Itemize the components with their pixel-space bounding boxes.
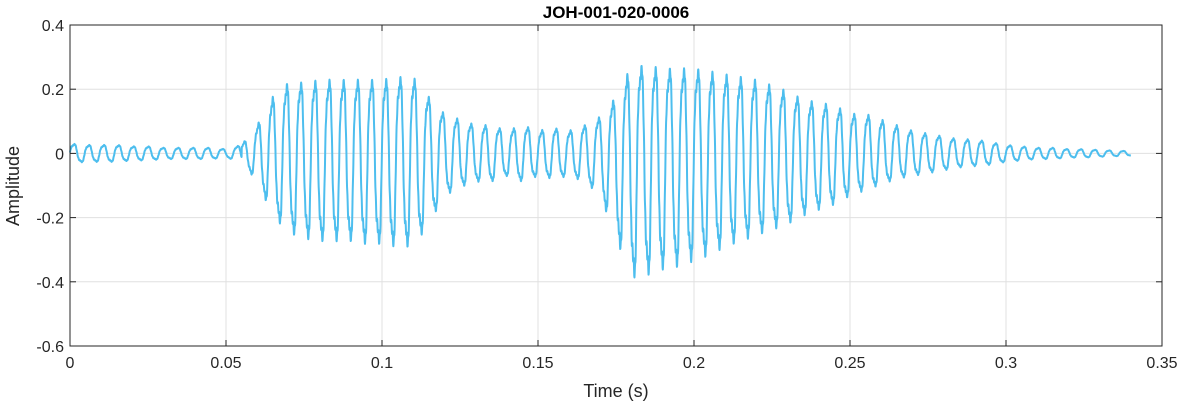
- x-tick-label: 0.1: [371, 355, 393, 372]
- y-tick-label: 0.2: [42, 82, 64, 99]
- x-tick-label: 0.2: [683, 355, 705, 372]
- x-tick-label: 0: [66, 355, 75, 372]
- x-tick-label: 0.3: [995, 355, 1017, 372]
- x-tick-label: 0.15: [522, 355, 553, 372]
- y-tick-label: -0.6: [36, 339, 64, 356]
- x-axis-title: Time (s): [583, 381, 648, 401]
- x-tick-label: 0.05: [210, 355, 241, 372]
- series-layer: [69, 64, 1132, 279]
- plot-frame: [69, 24, 1163, 347]
- x-tick-label: 0.25: [834, 355, 865, 372]
- y-tick-label: -0.2: [36, 211, 64, 228]
- waveform-line: [69, 64, 1132, 279]
- x-tick-label: 0.35: [1146, 355, 1177, 372]
- y-axis-title: Amplitude: [3, 146, 23, 226]
- chart-title: JOH-001-020-0006: [543, 3, 689, 22]
- y-tick-label: 0.4: [42, 18, 64, 35]
- axis-ticks: 0 0.05 0.1 0.15 0.2 0.25 0.3 0.35 -0.6 -0.4 -0.2 0 0…: [36, 18, 1177, 372]
- y-tick-label: 0: [55, 146, 64, 163]
- y-tick-label: -0.4: [36, 275, 64, 292]
